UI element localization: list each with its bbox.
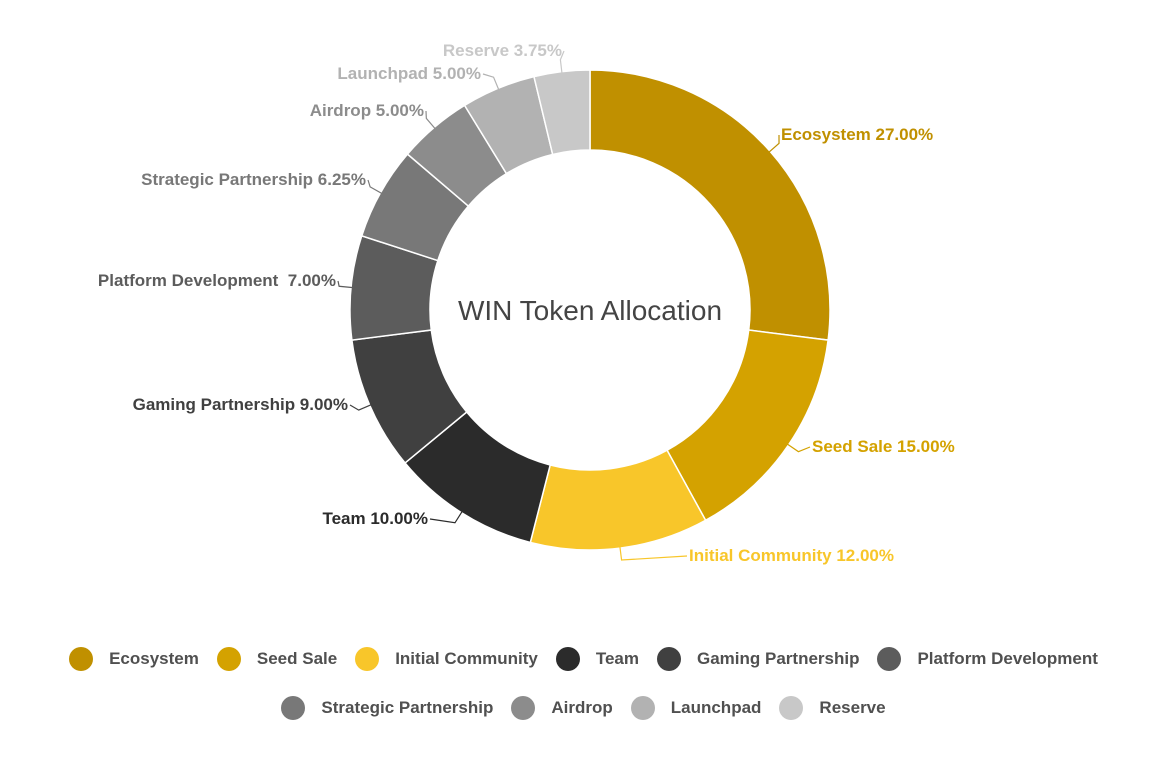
leader-line bbox=[337, 280, 354, 289]
leader-line bbox=[429, 510, 463, 524]
leader-line bbox=[619, 546, 688, 561]
leader-line bbox=[559, 50, 565, 74]
leader-line bbox=[786, 443, 811, 453]
slice-label: Airdrop 5.00% bbox=[310, 101, 424, 120]
legend-label: Airdrop bbox=[551, 698, 613, 717]
legend-dot-icon bbox=[555, 647, 580, 671]
slice-label: Strategic Partnership 6.25% bbox=[141, 170, 366, 189]
legend-row-1: Ecosystem Seed Sale Initial Community Te… bbox=[0, 647, 1167, 671]
legend-label: Gaming Partnership bbox=[696, 649, 860, 668]
slice-label: Reserve 3.75% bbox=[443, 41, 562, 60]
slice-ecosystem[interactable] bbox=[589, 69, 831, 341]
legend-item-launchpad[interactable]: Launchpad bbox=[630, 696, 762, 720]
legend-dot-icon bbox=[355, 647, 380, 671]
legend-item-airdrop[interactable]: Airdrop bbox=[511, 696, 613, 720]
chart-title: WIN Token Allocation bbox=[458, 295, 722, 326]
legend-item-reserve[interactable]: Reserve bbox=[779, 696, 886, 720]
slice-label: Platform Development 7.00% bbox=[98, 271, 336, 290]
legend-item-strategic-partnership[interactable]: Strategic Partnership bbox=[281, 696, 493, 720]
leader-line bbox=[768, 134, 780, 154]
slice-labels: Ecosystem 27.00% Seed Sale 15.00% Initial … bbox=[98, 41, 955, 565]
legend-label: Team bbox=[595, 649, 639, 668]
legend-dot-icon bbox=[877, 647, 902, 671]
slice-label: Seed Sale 15.00% bbox=[812, 437, 955, 456]
legend-label: Ecosystem bbox=[109, 649, 199, 668]
legend-item-gaming-partnership[interactable]: Gaming Partnership bbox=[656, 647, 860, 671]
legend-dot-icon bbox=[656, 647, 681, 671]
donut-chart: Ecosystem 27.00% Seed Sale 15.00% Initial … bbox=[98, 41, 955, 565]
legend-item-ecosystem[interactable]: Ecosystem bbox=[69, 647, 199, 671]
legend-dot-icon bbox=[511, 696, 536, 720]
slice-label: Ecosystem 27.00% bbox=[781, 125, 933, 144]
leader-line bbox=[349, 403, 372, 411]
slice-label: Team 10.00% bbox=[322, 509, 428, 528]
legend-dot-icon bbox=[281, 696, 306, 720]
legend-row-2: Strategic Partnership Airdrop Launchpad … bbox=[0, 696, 1167, 720]
legend-label: Platform Development bbox=[917, 649, 1098, 668]
slice-label: Launchpad 5.00% bbox=[337, 64, 481, 83]
legend-label: Strategic Partnership bbox=[321, 698, 494, 717]
leader-line bbox=[367, 179, 383, 195]
legend-item-team[interactable]: Team bbox=[555, 647, 639, 671]
legend-dot-icon bbox=[779, 696, 804, 720]
legend-label: Launchpad bbox=[670, 698, 762, 717]
slice-label: Initial Community 12.00% bbox=[689, 546, 894, 565]
legend-item-initial-community[interactable]: Initial Community bbox=[355, 647, 538, 671]
donut-slices bbox=[349, 69, 831, 551]
legend-dot-icon bbox=[216, 647, 241, 671]
legend-item-platform-development[interactable]: Platform Development bbox=[877, 647, 1098, 671]
legend-label: Reserve bbox=[819, 698, 886, 717]
legend-dot-icon bbox=[69, 647, 94, 671]
legend-label: Seed Sale bbox=[256, 649, 338, 668]
leader-line bbox=[482, 73, 500, 91]
slice-label: Gaming Partnership 9.00% bbox=[133, 395, 348, 414]
leader-line bbox=[425, 110, 436, 130]
slice-seed-sale[interactable] bbox=[666, 329, 829, 522]
legend-item-seed-sale[interactable]: Seed Sale bbox=[216, 647, 338, 671]
legend-label: Initial Community bbox=[395, 649, 538, 668]
label-leader-lines bbox=[337, 50, 811, 561]
legend-dot-icon bbox=[630, 696, 655, 720]
slice-reserve[interactable] bbox=[533, 69, 591, 156]
